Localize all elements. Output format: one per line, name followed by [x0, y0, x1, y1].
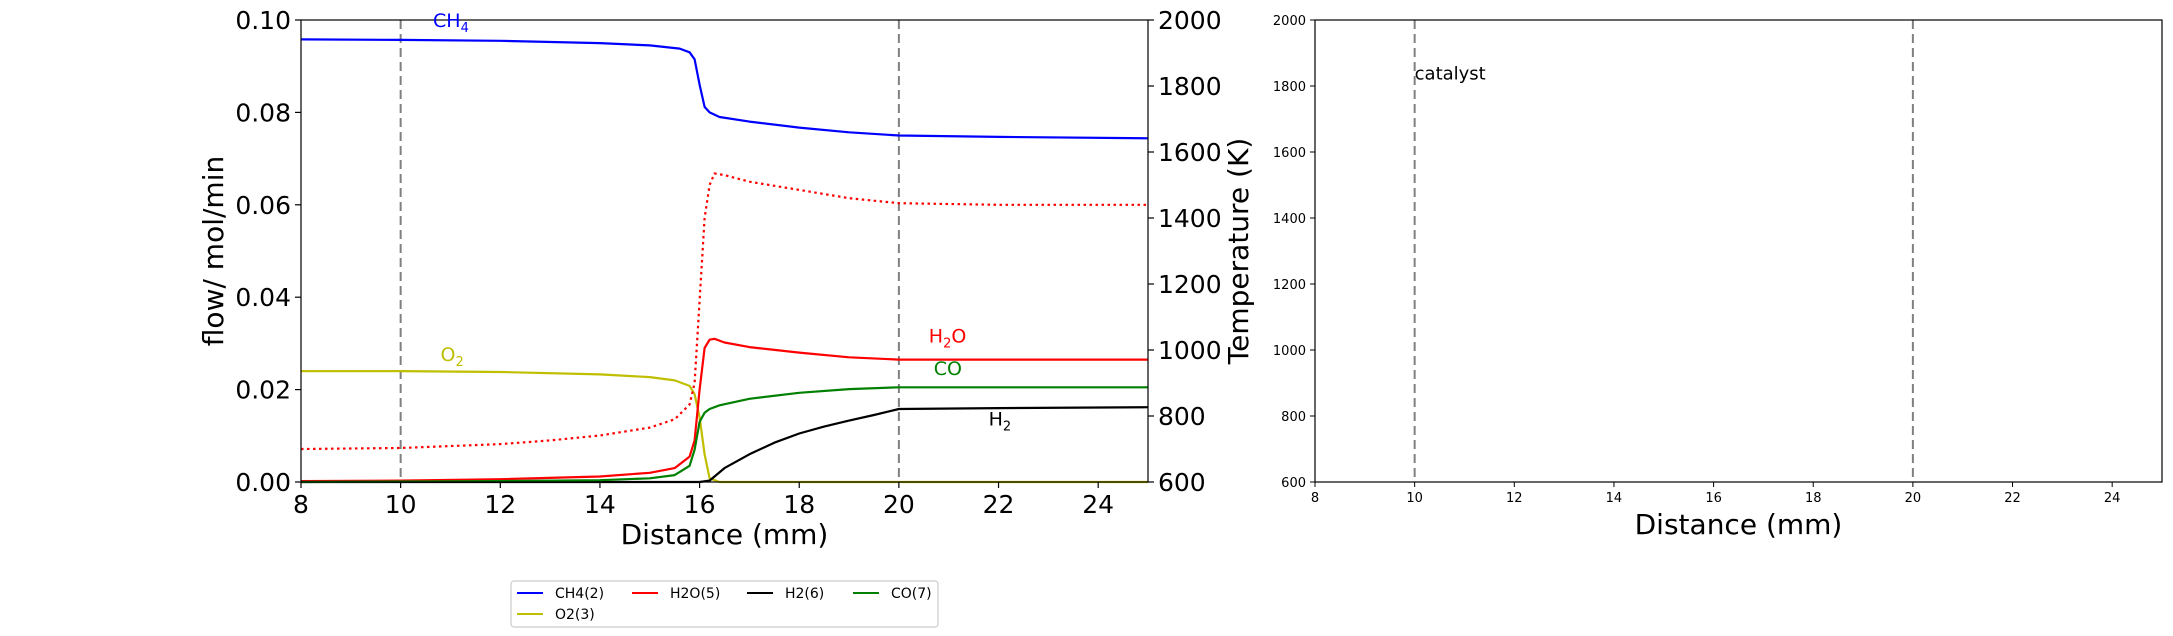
- x-tick-label: 14: [584, 490, 616, 519]
- species-annotation-subscript: 2: [455, 355, 463, 370]
- x-tick-label: 22: [983, 490, 1015, 519]
- legend-box: [510, 580, 939, 628]
- series-line: [300, 386, 1148, 484]
- y-right-axis-label: Temperature (K): [1222, 138, 1255, 365]
- x-tick-label: 20: [883, 490, 915, 519]
- series-line: [300, 38, 1149, 140]
- species-annotation-base: H: [929, 325, 943, 347]
- x-tick-label: 14: [1606, 491, 1623, 506]
- y-right-tick-label: 1800: [1158, 72, 1222, 101]
- y-right-tick-label: 2000: [1158, 6, 1222, 35]
- y-right-tick-label: 1000: [1158, 336, 1222, 365]
- species-annotation-suffix: O: [951, 325, 966, 347]
- species-annotation-base: O: [441, 344, 456, 366]
- y-right-tick-label: 1200: [1158, 270, 1222, 299]
- y-tick-label: 1800: [1273, 80, 1306, 95]
- x-tick-label: 20: [1905, 491, 1922, 506]
- species-annotation-subscript: 2: [943, 336, 951, 351]
- legend-label: CO(7): [891, 586, 932, 602]
- species-annotation-subscript: 4: [461, 21, 469, 36]
- species-annotation-base: H: [989, 409, 1003, 431]
- x-tick-label: 10: [385, 490, 417, 519]
- x-axis-label: Distance (mm): [1635, 508, 1843, 541]
- x-tick-label: 24: [1082, 490, 1114, 519]
- series-line: [300, 337, 1148, 483]
- y-right-tick-label: 1400: [1158, 204, 1222, 233]
- y-tick-label: 0.02: [235, 376, 291, 405]
- legend-label: H2O(5): [670, 586, 720, 602]
- x-tick-label: 12: [484, 490, 516, 519]
- series-line: [301, 370, 1148, 484]
- y-tick-label: 1200: [1273, 278, 1306, 293]
- y-right-tick-label: 600: [1158, 468, 1206, 497]
- y-tick-label: 0.04: [235, 283, 291, 312]
- y-right-tick-label: 1600: [1158, 138, 1222, 167]
- x-tick-label: 12: [1506, 491, 1523, 506]
- y-tick-label: 1400: [1273, 212, 1306, 227]
- plot-frame: [300, 19, 1149, 483]
- species-annotation-base: CH: [433, 10, 461, 32]
- y-tick-label: 0.06: [235, 191, 291, 220]
- y-tick-label: 600: [1281, 476, 1306, 491]
- species-annotation: H2O: [929, 325, 967, 351]
- legend-label: H2(6): [785, 586, 824, 602]
- species-annotation: H2: [989, 409, 1012, 435]
- temperature-chart: 8 10 12 14 16 18 20 22 24 600 800 1000 1200 1400 1600 1…: [1273, 14, 2163, 541]
- x-tick-label: 8: [1311, 491, 1319, 506]
- x-tick-label: 18: [1805, 491, 1822, 506]
- y-tick-label: 0.10: [235, 6, 291, 35]
- legend-label: O2(3): [555, 607, 595, 623]
- species-annotation-base: CO: [934, 358, 962, 380]
- species-annotation-subscript: 2: [1003, 420, 1011, 435]
- flow-temperature-chart: 8 10 12 14 16 18 20 22 240.000.020.040.060.080.1…: [197, 6, 1255, 551]
- y-tick-label: 800: [1281, 410, 1306, 425]
- x-tick-label: 16: [1705, 491, 1722, 506]
- x-tick-label: 8: [293, 490, 309, 519]
- species-annotation: CH4: [433, 10, 469, 36]
- x-axis-label: Distance (mm): [621, 518, 829, 551]
- x-tick-label: 16: [684, 490, 716, 519]
- plot-frame: [1314, 19, 2163, 483]
- series-line: [301, 406, 1149, 484]
- y-axis-label: flow/ mol/min: [197, 156, 230, 346]
- x-tick-label: 10: [1406, 491, 1423, 506]
- species-annotation: O2: [441, 344, 464, 370]
- legend-label: CH4(2): [555, 586, 604, 602]
- legend: CH4(2) H2O(5) H2(6) CO(7) O2(3): [510, 580, 939, 628]
- y-tick-label: 0.08: [235, 98, 291, 127]
- y-tick-label: 1600: [1273, 146, 1306, 161]
- x-tick-label: 22: [2004, 491, 2021, 506]
- x-tick-label: 18: [783, 490, 815, 519]
- y-tick-label: 2000: [1273, 14, 1306, 29]
- x-tick-label: 24: [2104, 491, 2121, 506]
- y-tick-label: 0.00: [235, 468, 291, 497]
- y-right-tick-label: 800: [1158, 402, 1206, 431]
- catalyst-label: catalyst: [1415, 63, 1486, 84]
- species-annotation: CO: [934, 358, 962, 380]
- y-tick-label: 1000: [1273, 344, 1306, 359]
